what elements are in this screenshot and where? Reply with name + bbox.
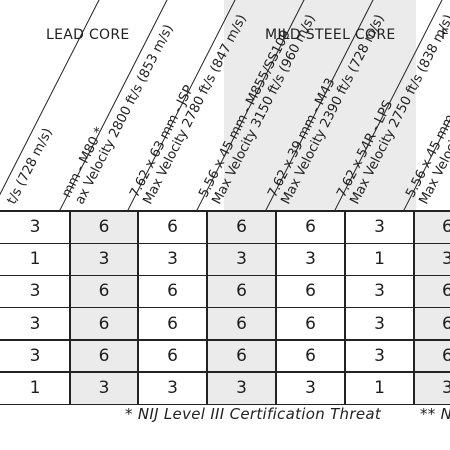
table-cell: 3 — [374, 217, 385, 238]
table-cell: 6 — [414, 339, 450, 372]
row-divider — [0, 306, 450, 309]
table-cell: 3 — [70, 243, 138, 276]
table-cell: 3 — [207, 243, 276, 276]
table-cell: 1 — [374, 378, 385, 399]
column-divider — [344, 211, 346, 405]
row-divider — [0, 242, 450, 244]
table-cell: 3 — [29, 217, 41, 238]
table-cell: 6 — [70, 307, 138, 340]
row-divider — [0, 274, 450, 277]
table-cell: 6 — [305, 345, 316, 366]
table-cell: 6 — [70, 211, 138, 244]
table-cell: 3 — [29, 281, 41, 302]
row-divider — [0, 371, 450, 373]
table-cell: 3 — [305, 249, 316, 270]
table-cell: 6 — [305, 313, 316, 334]
table-cell: 6 — [207, 275, 276, 308]
table-cell: 3 — [207, 372, 276, 405]
table-cell: 3 — [305, 378, 316, 399]
table-cell: 3 — [374, 345, 385, 366]
group-label-mild-steel-core: MILD STEEL CORE — [265, 27, 396, 43]
table-cell: 6 — [207, 307, 276, 340]
table-cell: 6 — [167, 345, 178, 366]
table-cell: 3 — [414, 243, 450, 276]
column-header-threat: t/s (728 m/s) — [0, 119, 56, 207]
column-divider — [69, 211, 71, 405]
table-cell: 6 — [70, 339, 138, 372]
table-cell: 6 — [414, 211, 450, 244]
group-label-lead-core: LEAD CORE — [46, 27, 130, 43]
table-cell: 6 — [207, 211, 276, 244]
column-divider — [413, 211, 415, 405]
table-cell: 3 — [29, 345, 41, 366]
table-cell: 3 — [374, 281, 385, 302]
table-cell: 3 — [167, 249, 178, 270]
table-cell: 6 — [414, 275, 450, 308]
column-divider — [137, 211, 139, 405]
row-divider — [0, 403, 450, 405]
table-cell: 6 — [167, 281, 178, 302]
table-cell: 6 — [167, 313, 178, 334]
column-divider — [206, 211, 208, 405]
table-cell: 1 — [29, 378, 41, 399]
table-cell: 6 — [70, 275, 138, 308]
group-label-third: F — [441, 27, 450, 43]
table-cell: 3 — [29, 313, 41, 334]
row-divider — [0, 210, 450, 212]
column-divider — [275, 211, 277, 405]
table-cell: 6 — [167, 217, 178, 238]
table-cell: 3 — [374, 313, 385, 334]
table-cell: 6 — [207, 339, 276, 372]
table-cell: 6 — [414, 307, 450, 340]
table-cell: 1 — [374, 249, 385, 270]
table-cell: 1 — [29, 249, 41, 270]
footnote-nij: * NIJ Level III Certification Threat — [125, 405, 382, 423]
table-cell: 6 — [305, 281, 316, 302]
table-cell: 3 — [414, 372, 450, 405]
row-divider — [0, 339, 450, 341]
table-cell: 3 — [167, 378, 178, 399]
footnote-second: ** N — [420, 405, 450, 423]
table-cell: 3 — [70, 372, 138, 405]
table-cell: 6 — [305, 217, 316, 238]
